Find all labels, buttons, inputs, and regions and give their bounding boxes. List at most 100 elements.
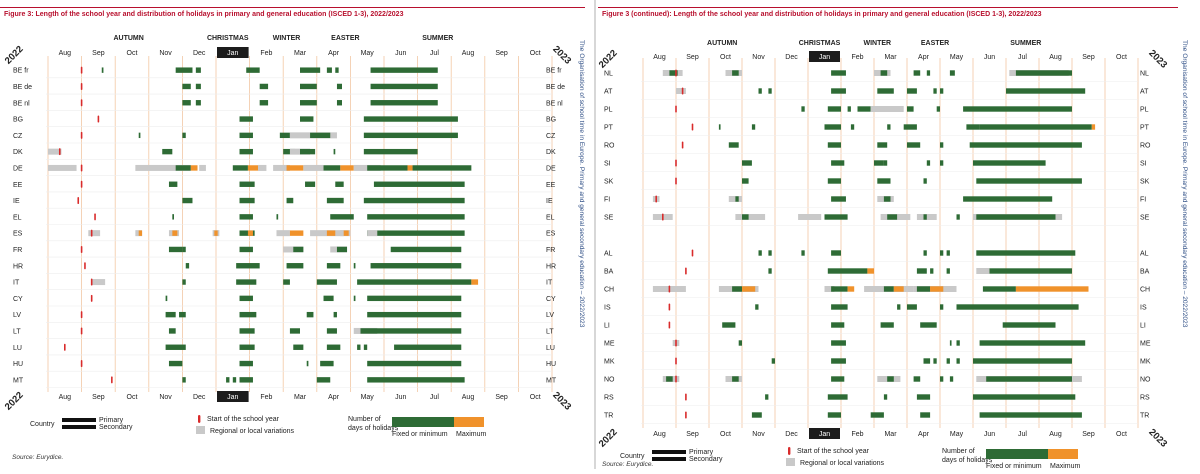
holiday-bar bbox=[973, 160, 1046, 166]
holiday-bar bbox=[412, 165, 472, 171]
school-start-marker bbox=[80, 99, 83, 107]
holiday-bar bbox=[913, 376, 921, 382]
country-label-left: LI bbox=[604, 323, 610, 330]
holiday-bar bbox=[831, 286, 848, 292]
country-label-right: SE bbox=[1140, 215, 1150, 222]
title-rule bbox=[0, 7, 585, 8]
school-start-marker bbox=[80, 245, 83, 253]
holiday-bar bbox=[1006, 88, 1086, 94]
month-label-top: Sep bbox=[92, 50, 105, 57]
holiday-bar bbox=[48, 164, 77, 171]
school-start-marker bbox=[80, 82, 83, 90]
holiday-bar bbox=[360, 328, 462, 334]
school-start-marker bbox=[80, 311, 83, 319]
month-label-top: Sep bbox=[1082, 54, 1095, 61]
holiday-bar bbox=[973, 358, 1072, 364]
holiday-bar bbox=[373, 181, 465, 187]
legend-secondary-label: Secondary bbox=[99, 424, 133, 431]
holiday-bar bbox=[933, 88, 937, 94]
year-label: 2022 bbox=[3, 390, 26, 413]
holiday-bar bbox=[333, 148, 336, 155]
holiday-bar bbox=[976, 250, 1076, 256]
school-start-marker bbox=[655, 195, 657, 203]
month-label-bottom: Jun bbox=[395, 394, 406, 401]
holiday-bar bbox=[367, 360, 462, 367]
holiday-bar bbox=[300, 116, 314, 122]
country-label-left: SI bbox=[604, 161, 611, 168]
holiday-bar bbox=[246, 67, 260, 73]
month-label-top: Oct bbox=[720, 54, 731, 61]
holiday-bar bbox=[1015, 70, 1072, 76]
holiday-bar bbox=[758, 88, 762, 94]
holiday-bar bbox=[165, 295, 168, 302]
holiday-bar bbox=[926, 70, 931, 76]
holiday-bar bbox=[239, 181, 255, 187]
country-label-right: LT bbox=[546, 328, 554, 335]
holiday-bar bbox=[897, 304, 901, 310]
country-label-right: PT bbox=[1140, 125, 1150, 132]
school-start-marker bbox=[77, 197, 80, 205]
figure-panel-left: Figure 3: Length of the school year and … bbox=[0, 0, 592, 469]
month-label-top: Jul bbox=[430, 50, 439, 57]
holiday-bar bbox=[300, 100, 317, 106]
holiday-bar bbox=[831, 340, 846, 346]
holiday-bar bbox=[827, 106, 841, 112]
holiday-bar bbox=[883, 286, 894, 292]
holiday-bar bbox=[966, 124, 980, 130]
holiday-bar bbox=[367, 230, 465, 236]
month-label-top: May bbox=[361, 50, 375, 57]
country-label-right: RO bbox=[1140, 143, 1151, 150]
month-label-bottom: Jan bbox=[227, 394, 238, 401]
holiday-bar bbox=[239, 295, 253, 302]
holiday-bar bbox=[923, 178, 927, 184]
country-label-right: NL bbox=[1140, 71, 1149, 78]
figure-title: Figure 3 (continued): Length of the scho… bbox=[602, 11, 1042, 18]
holiday-bar bbox=[336, 100, 342, 106]
holiday-bar bbox=[831, 250, 841, 256]
holiday-bar bbox=[907, 304, 917, 310]
country-label-left: ES bbox=[13, 231, 23, 238]
holiday-bar bbox=[239, 197, 255, 204]
holiday-bar bbox=[357, 344, 361, 350]
school-start-marker bbox=[90, 294, 93, 302]
holiday-bar bbox=[239, 246, 253, 253]
country-label-left: PT bbox=[604, 125, 614, 132]
holiday-bar bbox=[751, 124, 756, 130]
country-label-right: CH bbox=[1140, 287, 1150, 294]
holiday-bar bbox=[239, 214, 253, 220]
holiday-bar bbox=[172, 214, 174, 220]
holiday-bar bbox=[916, 286, 931, 292]
country-label-left: CZ bbox=[13, 133, 23, 140]
holiday-bar bbox=[735, 196, 739, 202]
country-label-right: MT bbox=[546, 377, 557, 384]
holiday-bar bbox=[168, 181, 178, 187]
school-start-marker bbox=[681, 141, 684, 149]
holiday-bar bbox=[390, 246, 462, 253]
holiday-bar bbox=[236, 279, 257, 285]
holiday-bar bbox=[293, 344, 304, 350]
holiday-bar bbox=[956, 358, 960, 364]
country-label-right: FR bbox=[546, 247, 555, 254]
season-label: SUMMER bbox=[1010, 40, 1041, 47]
school-start-marker bbox=[94, 213, 96, 221]
month-label-bottom: Aug bbox=[1049, 431, 1062, 438]
holiday-bar bbox=[933, 358, 937, 364]
holiday-bar bbox=[226, 377, 230, 383]
holiday-bar bbox=[353, 295, 356, 302]
holiday-bar bbox=[949, 340, 952, 346]
country-label-left: EL bbox=[13, 214, 22, 221]
holiday-bar bbox=[335, 67, 339, 73]
month-label-bottom: Apr bbox=[918, 431, 930, 438]
holiday-bar bbox=[940, 88, 944, 94]
holiday-bar bbox=[751, 412, 762, 418]
country-label-left: IS bbox=[604, 305, 611, 312]
month-label-bottom: Aug bbox=[59, 394, 72, 401]
panel-divider bbox=[594, 0, 596, 469]
holiday-bar bbox=[138, 132, 141, 139]
country-label-right: AL bbox=[1140, 251, 1149, 258]
holiday-bar bbox=[330, 214, 354, 220]
holiday-bar bbox=[333, 311, 337, 318]
holiday-bar bbox=[357, 279, 472, 285]
holiday-bar bbox=[946, 250, 950, 256]
holiday-bar bbox=[247, 165, 258, 171]
